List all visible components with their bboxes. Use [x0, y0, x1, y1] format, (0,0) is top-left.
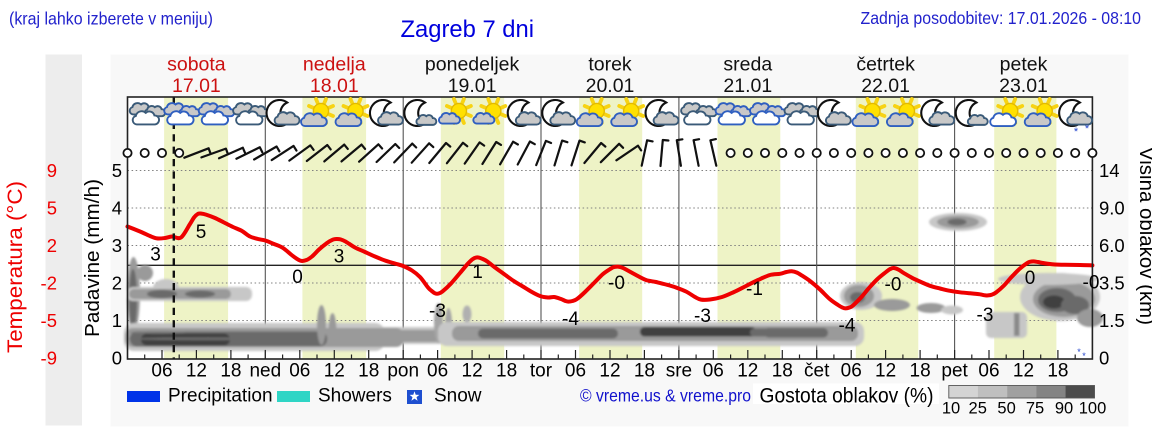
svg-text:-1: -1 [746, 279, 763, 300]
svg-text:Zagreb 7 dni: Zagreb 7 dni [401, 16, 535, 43]
svg-text:18: 18 [358, 361, 379, 382]
svg-text:-2: -2 [41, 273, 57, 294]
svg-text:2: 2 [47, 235, 57, 256]
svg-text:12: 12 [875, 361, 896, 382]
svg-text:6.0: 6.0 [1099, 235, 1125, 256]
svg-text:1: 1 [112, 310, 122, 331]
svg-text:14: 14 [1099, 160, 1120, 181]
svg-text:75: 75 [1026, 400, 1044, 418]
svg-text:12: 12 [324, 361, 345, 382]
svg-text:3.5: 3.5 [1099, 273, 1125, 294]
svg-text:*: * [1077, 347, 1081, 357]
svg-text:22.01: 22.01 [861, 75, 910, 97]
svg-text:Padavine (mm/h): Padavine (mm/h) [81, 179, 104, 337]
svg-text:tor: tor [530, 361, 553, 382]
svg-text:3: 3 [150, 245, 161, 266]
svg-text:18: 18 [496, 361, 517, 382]
svg-text:10: 10 [942, 400, 960, 418]
svg-text:06: 06 [978, 361, 999, 382]
svg-text:18: 18 [634, 361, 655, 382]
svg-text:0: 0 [1099, 348, 1109, 369]
svg-text:Gostota oblakov (%): Gostota oblakov (%) [760, 385, 934, 408]
svg-text:20.01: 20.01 [586, 75, 635, 97]
svg-text:petek: petek [1000, 54, 1048, 76]
svg-text:23.01: 23.01 [999, 75, 1048, 97]
svg-text:Temperatura (°C): Temperatura (°C) [4, 181, 27, 353]
svg-text:25: 25 [969, 400, 987, 418]
svg-text:3: 3 [334, 247, 345, 268]
svg-text:-4: -4 [839, 316, 856, 337]
svg-text:Zadnja posodobitev: 17.01.2026: Zadnja posodobitev: 17.01.2026 - 08:10 [861, 8, 1142, 28]
svg-text:-3: -3 [694, 306, 711, 327]
svg-text:1: 1 [472, 262, 483, 283]
svg-text:4: 4 [112, 198, 122, 219]
svg-text:9.0: 9.0 [1099, 198, 1125, 219]
svg-text:-0: -0 [885, 275, 902, 296]
svg-text:100: 100 [1079, 400, 1107, 418]
svg-text:-4: -4 [562, 309, 579, 330]
svg-text:© vreme.us & vreme.pro: © vreme.us & vreme.pro [580, 386, 751, 406]
svg-text:18: 18 [910, 361, 931, 382]
svg-text:18: 18 [772, 361, 793, 382]
svg-text:18: 18 [220, 361, 241, 382]
svg-text:Snow: Snow [434, 386, 482, 407]
svg-text:četrtek: četrtek [856, 54, 915, 76]
svg-text:5: 5 [112, 160, 122, 181]
svg-text:17.01: 17.01 [172, 75, 221, 97]
svg-text:*: * [1085, 123, 1090, 135]
svg-text:Višina oblakov (km): Višina oblakov (km) [1135, 147, 1152, 325]
svg-text:18.01: 18.01 [310, 75, 359, 97]
svg-text:12: 12 [737, 361, 758, 382]
svg-text:ponedeljek: ponedeljek [425, 54, 520, 76]
svg-text:9: 9 [47, 160, 57, 181]
svg-text:-9: -9 [41, 348, 57, 369]
svg-text:06: 06 [703, 361, 724, 382]
svg-text:06: 06 [565, 361, 586, 382]
svg-text:torek: torek [588, 54, 632, 76]
svg-text:06: 06 [841, 361, 862, 382]
svg-text:1.5: 1.5 [1099, 310, 1125, 331]
svg-text:12: 12 [599, 361, 620, 382]
svg-text:*: * [1074, 126, 1079, 138]
svg-text:-3: -3 [429, 301, 446, 322]
svg-text:*: * [1082, 351, 1086, 361]
svg-text:5: 5 [47, 198, 57, 219]
svg-text:sobota: sobota [167, 54, 226, 76]
svg-text:2: 2 [112, 273, 122, 294]
svg-text:-3: -3 [977, 305, 994, 326]
svg-text:06: 06 [289, 361, 310, 382]
svg-text:06: 06 [151, 361, 172, 382]
svg-text:50: 50 [997, 400, 1015, 418]
svg-text:3: 3 [112, 235, 122, 256]
svg-text:ned: ned [249, 361, 281, 382]
svg-text:Precipitation: Precipitation [168, 386, 273, 407]
svg-text:sre: sre [666, 361, 692, 382]
svg-text:pet: pet [941, 361, 968, 382]
svg-text:12: 12 [186, 361, 207, 382]
svg-text:21.01: 21.01 [723, 75, 772, 97]
svg-text:0: 0 [292, 267, 303, 288]
svg-text:pon: pon [387, 361, 419, 382]
svg-text:-0: -0 [1083, 273, 1100, 294]
svg-text:čet: čet [804, 361, 830, 382]
svg-text:12: 12 [462, 361, 483, 382]
svg-text:5: 5 [196, 222, 207, 243]
svg-text:Showers: Showers [318, 386, 392, 407]
svg-text:-0: -0 [608, 273, 625, 294]
svg-text:nedelja: nedelja [303, 54, 366, 76]
svg-text:06: 06 [427, 361, 448, 382]
svg-text:-5: -5 [41, 310, 57, 331]
svg-text:(kraj lahko izberete v meniju): (kraj lahko izberete v meniju) [9, 9, 213, 29]
svg-text:19.01: 19.01 [448, 75, 497, 97]
svg-text:18: 18 [1047, 361, 1068, 382]
svg-text:90: 90 [1055, 400, 1073, 418]
svg-text:0: 0 [112, 348, 122, 369]
svg-text:12: 12 [1013, 361, 1034, 382]
svg-text:0: 0 [1025, 268, 1036, 289]
svg-text:sreda: sreda [723, 54, 772, 76]
